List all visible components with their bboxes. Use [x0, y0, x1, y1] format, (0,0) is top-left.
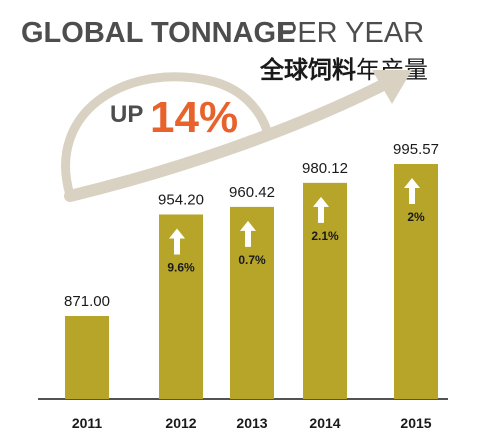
bar-2013 [230, 206, 274, 399]
tick-label-2015: 2015 [400, 415, 431, 431]
bar-2011 [65, 316, 109, 399]
growth-arrow-line [64, 78, 391, 202]
subtitle-bold: 全球饲料 [259, 56, 356, 84]
growth-label-2015: 2% [407, 210, 425, 224]
growth-label-2013: 0.7% [238, 253, 266, 267]
value-label-2012: 954.20 [158, 191, 204, 208]
bar-group: 871.00 2011 954.20 2012 9.6% 960.42 2013 0.7% 98… [64, 141, 439, 431]
bar-2014 [303, 182, 347, 399]
callout-value: 14% [150, 93, 238, 142]
up-arrow-icon-2014 [313, 196, 329, 223]
up-arrow-icon-2013 [240, 220, 256, 247]
callout-arc [61, 72, 273, 200]
growth-label-2012: 9.6% [167, 260, 195, 274]
callout-prefix: UP [110, 101, 143, 128]
growth-label-2014: 2.1% [311, 229, 339, 243]
tick-label-2011: 2011 [72, 415, 103, 431]
bar-2015 [394, 164, 438, 399]
value-label-2013: 960.42 [229, 184, 275, 201]
bar-2012 [159, 214, 203, 399]
tick-label-2012: 2012 [165, 415, 196, 431]
tick-label-2013: 2013 [236, 415, 267, 431]
growth-arrow-head [372, 70, 412, 104]
tick-label-2014: 2014 [309, 415, 340, 431]
value-label-2014: 980.12 [302, 160, 348, 177]
title-light: PER YEAR [278, 17, 424, 49]
value-label-2011: 871.00 [64, 293, 110, 310]
up-arrow-icon-2012 [169, 228, 185, 255]
title-bold: GLOBAL TONNAGE [21, 17, 295, 49]
value-label-2015: 995.57 [393, 141, 439, 158]
up-arrow-icon-2015 [404, 178, 420, 204]
